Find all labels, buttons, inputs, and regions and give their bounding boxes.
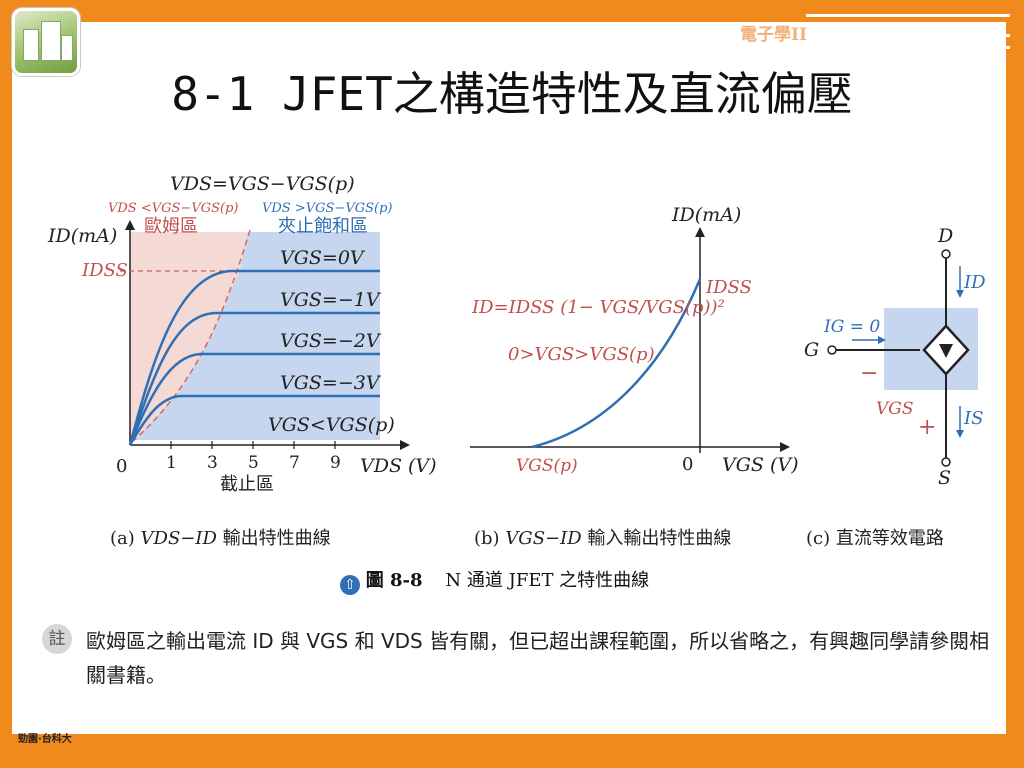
brand-label: 電子學II (740, 25, 807, 45)
caption-b: (b) VGS−ID 輸入輸出特性曲線 (474, 524, 731, 550)
figure-b-transfer-characteristics: ID(mA) IDSS ID=IDSS (1− VGS/VGS(p))² 0>V… (470, 204, 799, 476)
figure-a-output-characteristics: VDS=VGS−VGS(p) VDS <VGS−VGS(p) VDS >VGS−… (47, 173, 437, 495)
x-tick: 9 (330, 453, 341, 473)
caption-a: (a) VDS−ID 輸出特性曲線 (110, 524, 331, 550)
figure-caption: ⇧ 圖 8-8 N 通道 JFET 之特性曲線 (340, 566, 649, 595)
curve-label: VGS=−3V (280, 372, 382, 394)
drain-current-label: ID (963, 272, 986, 293)
equation-boundary: VDS=VGS−VGS(p) (170, 173, 355, 195)
header-line (806, 46, 1010, 49)
source-current-label: IS (963, 408, 983, 429)
arrow-up-circle-icon: ⇧ (340, 575, 360, 595)
caption-b-text: 輸入輸出特性曲線 (587, 528, 732, 549)
ohmic-label: 歐姆區 (144, 216, 198, 237)
x-tick: 1 (166, 453, 177, 473)
source-label: S (938, 467, 951, 489)
x-tick: 7 (289, 453, 300, 473)
gate-current-label: IG = 0 (823, 317, 880, 337)
curve-label: VGS=−1V (280, 289, 382, 311)
caption-b-vars: VGS−ID (505, 528, 582, 549)
x-tick: 0 (116, 456, 127, 477)
idss-label: IDSS (81, 260, 128, 281)
left-condition: VDS <VGS−VGS(p) (108, 201, 238, 216)
y-axis-label: ID(mA) (671, 204, 741, 226)
vgs-label: VGS (876, 399, 914, 419)
curve-label: VGS=−2V (280, 330, 382, 352)
figure-c-dc-equivalent-circuit: D ID IG = 0 G − VGS + IS S (804, 225, 986, 489)
transfer-equation: ID=IDSS (1− VGS/VGS(p))² (471, 297, 725, 318)
note-badge: 註 (42, 624, 72, 654)
x-tick: 5 (248, 453, 259, 473)
idss-label: IDSS (705, 277, 752, 298)
slide-title: 8-1 JFET之構造特性及直流偏壓 (171, 67, 853, 121)
note-text: 歐姆區之輸出電流 ID 與 VGS 和 VDS 皆有關，但已超出課程範圍，所以省… (86, 629, 990, 687)
right-condition: VDS >VGS−VGS(p) (262, 201, 392, 216)
pinch-label: 夾止飽和區 (278, 216, 368, 237)
footer-bar (98, 734, 924, 746)
cutoff-label: 截止區 (220, 474, 274, 495)
drain-label: D (937, 225, 953, 247)
minus-sign: − (860, 361, 878, 386)
header-line (806, 14, 1010, 17)
footer-logo: 勁園·台科大 (18, 734, 72, 745)
header-line (806, 34, 1010, 37)
caption-c: (c) 直流等效電路 (806, 528, 944, 549)
y-axis-label: ID(mA) (47, 225, 117, 247)
pinchoff-label: VGS(p) (516, 456, 578, 476)
plus-sign: + (918, 415, 936, 440)
gate-label: G (804, 339, 819, 361)
origin-label: 0 (682, 454, 693, 475)
ohmic-region (130, 232, 248, 445)
x-axis-label: VDS (V) (360, 455, 437, 477)
caption-a-vars: VDS−ID (140, 528, 217, 549)
caption-a-text: 輸出特性曲線 (222, 528, 331, 549)
curve-label: VGS=0V (280, 247, 366, 269)
region-condition: 0>VGS>VGS(p) (508, 344, 655, 365)
header-logo-image (12, 8, 80, 76)
x-axis-label: VGS (V) (722, 454, 799, 476)
figure-caption-text: N 通道 JFET 之特性曲線 (445, 570, 650, 591)
curve-label: VGS<VGS(p) (268, 414, 395, 436)
caption-b-prefix: (b) (474, 528, 500, 549)
caption-a-prefix: (a) (110, 528, 135, 549)
pinch-region (135, 232, 380, 440)
x-tick: 3 (207, 453, 218, 473)
figure-number: 圖 8-8 (365, 570, 423, 591)
